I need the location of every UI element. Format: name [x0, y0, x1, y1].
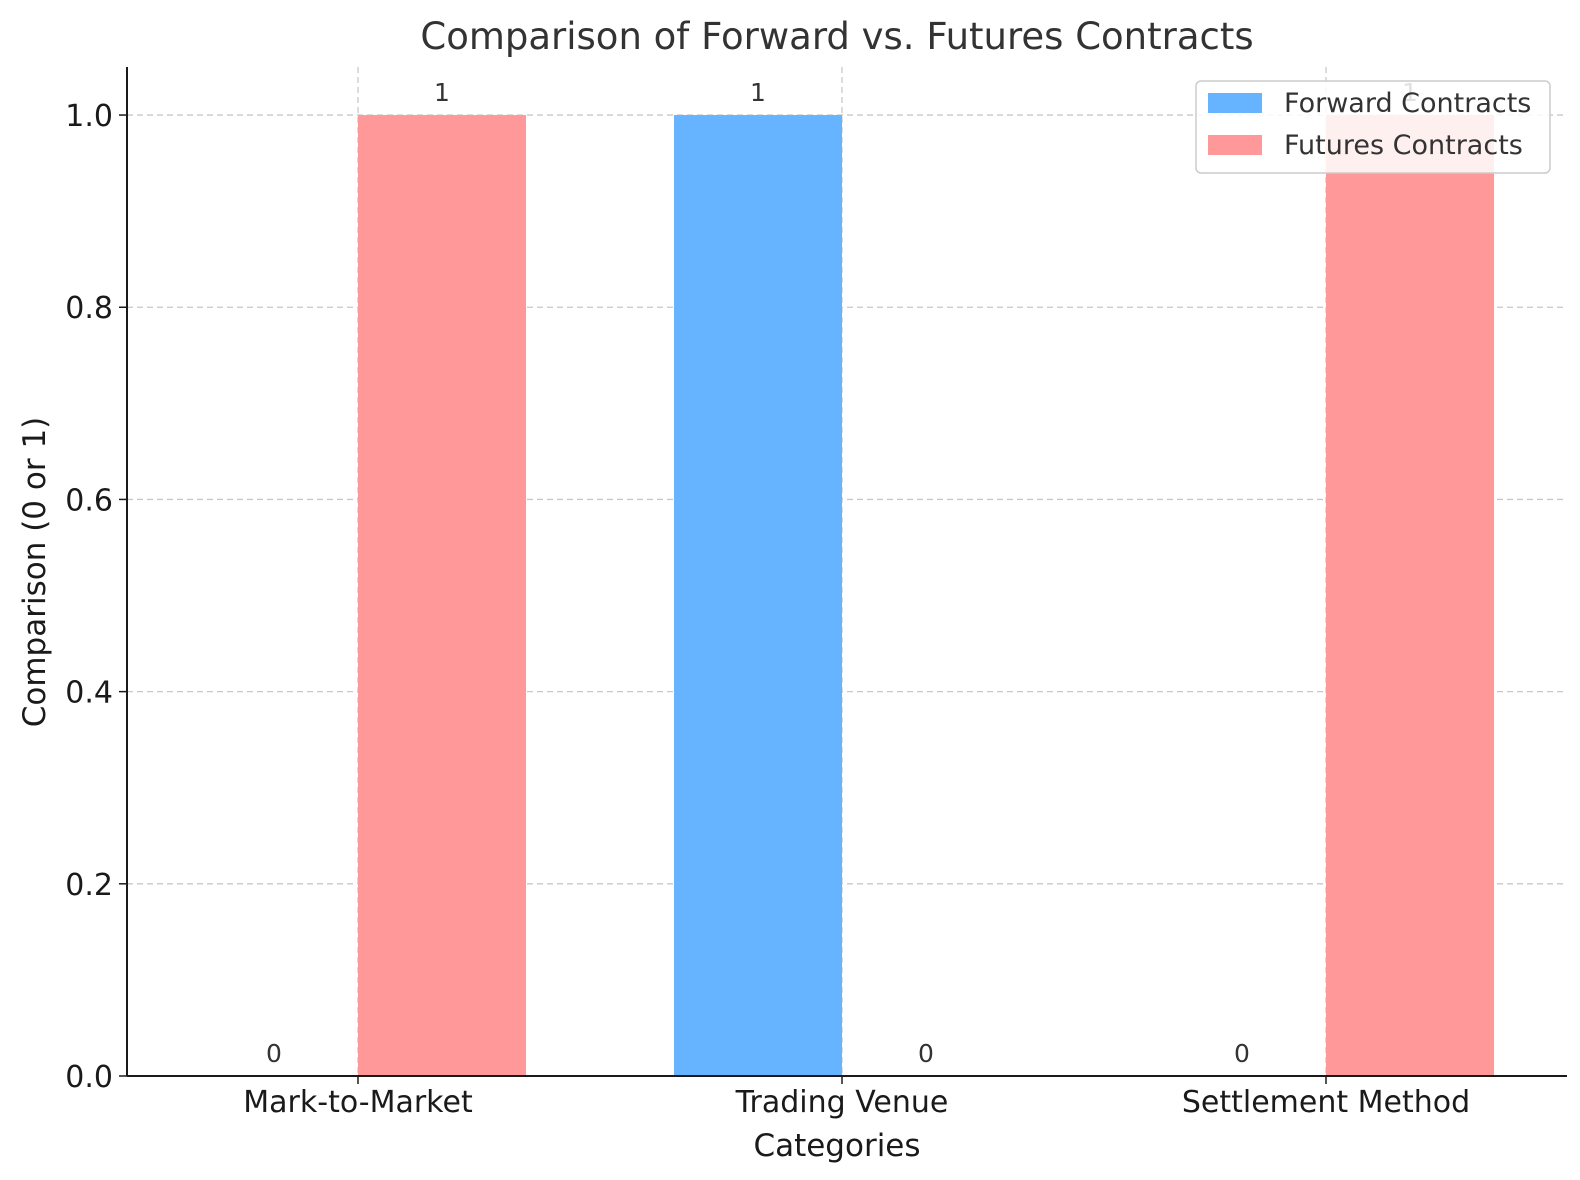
y-tick-label: 1.0	[65, 99, 113, 134]
y-tick-label: 0.0	[65, 1060, 113, 1095]
y-axis-label: Comparison (0 or 1)	[17, 417, 53, 728]
x-tick-label: Mark-to-Market	[243, 1085, 473, 1120]
axes	[126, 67, 1567, 1077]
y-tick-label: 0.2	[65, 868, 113, 903]
bar-value-label: 0	[918, 1039, 934, 1068]
bar-forward	[674, 115, 842, 1077]
bar-futures	[358, 115, 526, 1077]
x-ticks: Mark-to-Market Trading Venue Settlement Me…	[243, 1076, 1470, 1120]
bar-value-label: 1	[750, 78, 766, 107]
bar-value-label: 0	[266, 1039, 282, 1068]
x-tick-label: Settlement Method	[1182, 1085, 1470, 1120]
y-ticks: 0.0 0.2 0.4 0.6 0.8 1.0	[65, 99, 127, 1095]
legend-swatch	[1208, 93, 1262, 113]
y-tick-label: 0.4	[65, 676, 113, 711]
legend-box	[1195, 80, 1551, 174]
chart-title: Comparison of Forward vs. Futures Contra…	[420, 15, 1253, 58]
bars	[358, 115, 1494, 1077]
x-tick-label: Trading Venue	[735, 1085, 949, 1120]
bar-value-label: 1	[434, 78, 450, 107]
legend-label: Forward Contracts	[1284, 88, 1531, 119]
y-tick-label: 0.6	[65, 483, 113, 518]
bar-value-label: 0	[1234, 1039, 1250, 1068]
legend: Forward Contracts Futures Contracts	[1195, 80, 1551, 174]
legend-swatch	[1208, 135, 1262, 155]
x-axis-label: Categories	[753, 1128, 920, 1164]
bar-futures	[1326, 115, 1494, 1077]
y-tick-label: 0.8	[65, 291, 113, 326]
legend-label: Futures Contracts	[1284, 130, 1523, 161]
